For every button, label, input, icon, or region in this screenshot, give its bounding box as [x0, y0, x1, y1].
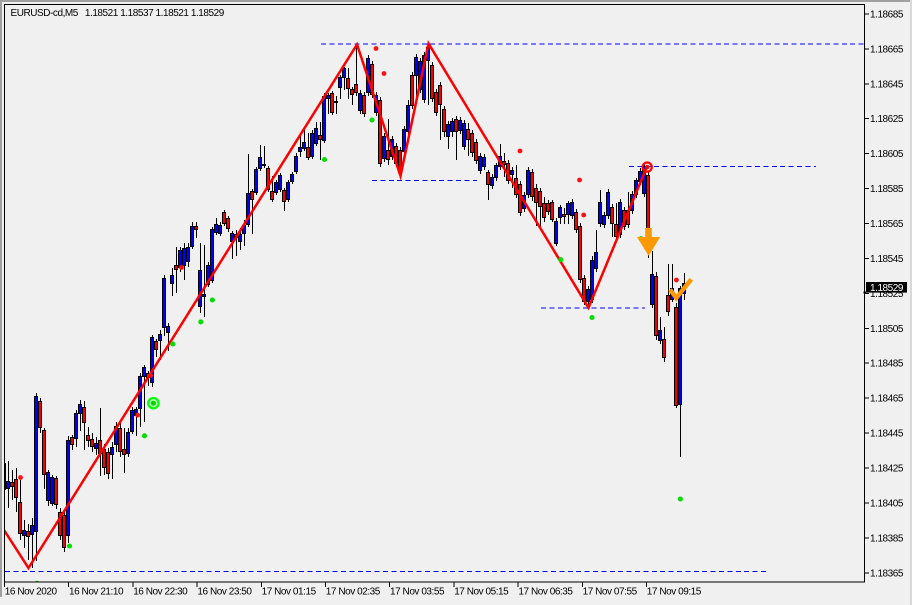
svg-text:16 Nov 21:10: 16 Nov 21:10	[69, 587, 124, 598]
svg-text:1.18585: 1.18585	[870, 184, 904, 195]
svg-text:1.18365: 1.18365	[870, 568, 904, 579]
svg-text:1.18385: 1.18385	[870, 533, 904, 544]
svg-text:16 Nov 22:30: 16 Nov 22:30	[133, 587, 188, 598]
svg-text:1.18605: 1.18605	[870, 149, 904, 160]
svg-text:1.18665: 1.18665	[870, 44, 904, 55]
svg-text:EURUSD-cd,M5 1.18521 1.18537: EURUSD-cd,M5 1.18521 1.18537 1.18521 1.1…	[11, 8, 225, 19]
svg-text:17 Nov 06:35: 17 Nov 06:35	[518, 587, 573, 598]
svg-text:17 Nov 01:15: 17 Nov 01:15	[262, 587, 317, 598]
svg-text:16 Nov 23:50: 16 Nov 23:50	[197, 587, 252, 598]
svg-text:17 Nov 03:55: 17 Nov 03:55	[390, 587, 445, 598]
svg-text:1.18425: 1.18425	[870, 463, 904, 474]
svg-text:1.18465: 1.18465	[870, 394, 904, 405]
svg-text:1.18625: 1.18625	[870, 114, 904, 125]
svg-text:1.18565: 1.18565	[870, 219, 904, 230]
svg-text:17 Nov 07:55: 17 Nov 07:55	[583, 587, 638, 598]
svg-text:1.18685: 1.18685	[870, 9, 904, 20]
svg-text:1.18505: 1.18505	[870, 324, 904, 335]
svg-text:16 Nov 2020: 16 Nov 2020	[5, 587, 58, 598]
svg-text:1.18405: 1.18405	[870, 498, 904, 509]
svg-text:17 Nov 02:35: 17 Nov 02:35	[326, 587, 381, 598]
svg-text:1.18485: 1.18485	[870, 359, 904, 370]
svg-text:17 Nov 05:15: 17 Nov 05:15	[454, 587, 509, 598]
svg-text:1.18525: 1.18525	[870, 289, 904, 300]
svg-text:1.18445: 1.18445	[870, 429, 904, 440]
svg-text:17 Nov 09:15: 17 Nov 09:15	[647, 587, 702, 598]
svg-text:1.18645: 1.18645	[870, 79, 904, 90]
svg-text:1.18545: 1.18545	[870, 254, 904, 265]
svg-text:1.18529: 1.18529	[870, 283, 904, 294]
